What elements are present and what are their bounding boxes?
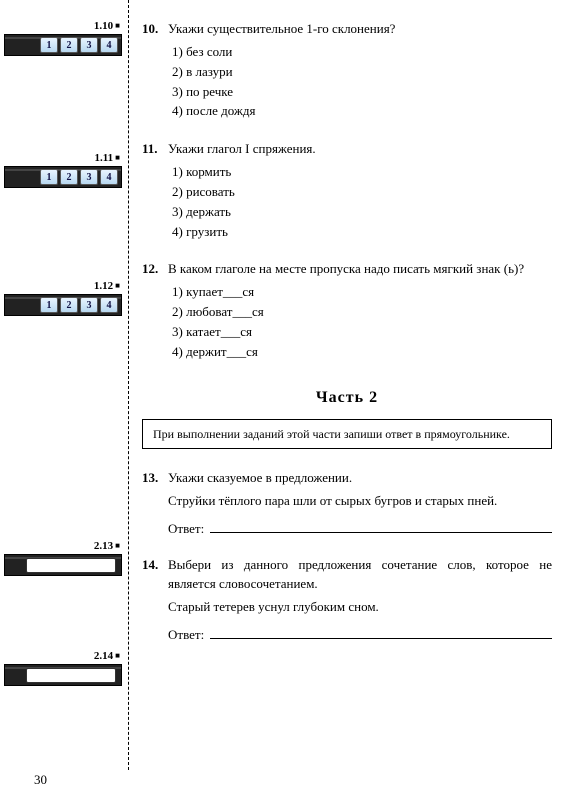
option: 2) рисовать xyxy=(172,183,552,202)
question-sentence: Струйки тёплого пара шли от сырых бугров… xyxy=(168,492,552,511)
option: 2) в лазури xyxy=(172,63,552,82)
section-title: Часть 2 xyxy=(142,389,552,407)
badge-label: 1.12 xyxy=(4,280,122,292)
question-number: 14. xyxy=(142,556,168,644)
answer-cell[interactable]: 3 xyxy=(80,37,98,53)
answer-cell[interactable]: 4 xyxy=(100,169,118,185)
option: 1) без соли xyxy=(172,43,552,62)
option: 4) держит___ся xyxy=(172,343,552,362)
badge-label: 1.10 xyxy=(4,20,122,32)
badge-bar xyxy=(4,664,122,686)
badge-label: 2.14 xyxy=(4,650,122,662)
answer-cell[interactable]: 1 xyxy=(40,37,58,53)
question: 12.В каком глаголе на месте пропуска над… xyxy=(142,260,552,362)
answer-line[interactable] xyxy=(210,625,552,639)
badge-bar: 1234 xyxy=(4,34,122,56)
question-prompt: Укажи сказуемое в предложении. xyxy=(168,469,552,488)
answer-cell[interactable]: 2 xyxy=(60,37,78,53)
question-number: 12. xyxy=(142,260,168,362)
badge-label: 2.13 xyxy=(4,540,122,552)
question: 13.Укажи сказуемое в предложении. Струйки… xyxy=(142,469,552,539)
answer-badge: 1.12 1234 xyxy=(4,280,122,316)
question-sentence: Старый тетерев уснул глубоким сном. xyxy=(168,598,552,617)
question-prompt: Укажи глагол I спряжения. xyxy=(168,140,552,159)
answer-label: Ответ: xyxy=(168,626,204,645)
option: 2) любоват___ся xyxy=(172,303,552,322)
option: 3) катает___ся xyxy=(172,323,552,342)
question: 14.Выбери из данного предложения сочетан… xyxy=(142,556,552,644)
badge-bar: 1234 xyxy=(4,166,122,188)
answer-cell[interactable]: 2 xyxy=(60,297,78,313)
question-number: 11. xyxy=(142,140,168,242)
instruction-box: При выполнении заданий этой части запиши… xyxy=(142,419,552,449)
question-prompt: В каком глаголе на месте пропуска надо п… xyxy=(168,260,552,279)
question: 10.Укажи существительное 1-го склонения?… xyxy=(142,20,552,122)
answer-blank-box[interactable] xyxy=(26,558,116,573)
answer-badge: 1.11 1234 xyxy=(4,152,122,188)
answer-cell[interactable]: 3 xyxy=(80,297,98,313)
badge-bar: 1234 xyxy=(4,294,122,316)
question: 11.Укажи глагол I спряжения. 1) кормить2)… xyxy=(142,140,552,242)
option: 3) держать xyxy=(172,203,552,222)
answer-cell[interactable]: 2 xyxy=(60,169,78,185)
badge-label: 1.11 xyxy=(4,152,122,164)
answer-cell[interactable]: 3 xyxy=(80,169,98,185)
option: 1) купает___ся xyxy=(172,283,552,302)
page-number: 30 xyxy=(34,772,47,788)
answer-cell[interactable]: 1 xyxy=(40,169,58,185)
option: 4) грузить xyxy=(172,223,552,242)
badge-bar xyxy=(4,554,122,576)
answer-line[interactable] xyxy=(210,519,552,533)
question-number: 13. xyxy=(142,469,168,539)
answer-badge: 1.10 1234 xyxy=(4,20,122,56)
question-prompt: Укажи существительное 1-го склонения? xyxy=(168,20,552,39)
answer-blank-box[interactable] xyxy=(26,668,116,683)
answer-cell[interactable]: 4 xyxy=(100,37,118,53)
answer-badge: 2.14 xyxy=(4,650,122,686)
option: 4) после дождя xyxy=(172,102,552,121)
answer-label: Ответ: xyxy=(168,520,204,539)
answer-badge: 2.13 xyxy=(4,540,122,576)
answer-cell[interactable]: 1 xyxy=(40,297,58,313)
option: 1) кормить xyxy=(172,163,552,182)
option: 3) по речке xyxy=(172,83,552,102)
answer-cell[interactable]: 4 xyxy=(100,297,118,313)
question-prompt: Выбери из данного предложения сочетание … xyxy=(168,556,552,594)
question-number: 10. xyxy=(142,20,168,122)
